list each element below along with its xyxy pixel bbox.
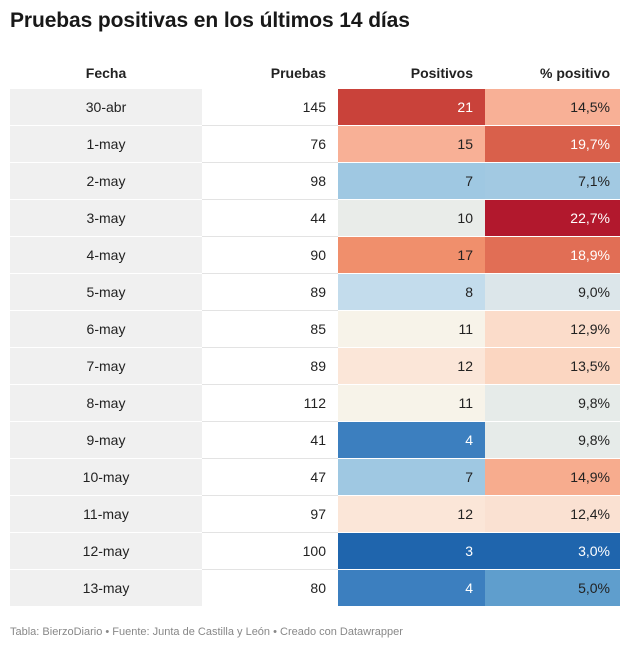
cell-positivos: 8 [338, 274, 485, 311]
cell-pct-positivo: 7,1% [485, 163, 620, 200]
cell-pct-positivo: 14,5% [485, 89, 620, 126]
cell-positivos: 15 [338, 126, 485, 163]
cell-fecha: 4-may [10, 237, 202, 274]
table-row: 7-may 89 12 13,5% [10, 348, 620, 385]
cell-pct-positivo: 9,8% [485, 385, 620, 422]
cell-pct-positivo: 18,9% [485, 237, 620, 274]
cell-pruebas: 80 [310, 580, 326, 596]
cell-fecha: 5-may [10, 274, 202, 311]
cell-fecha: 30-abr [10, 89, 202, 126]
cell-fecha: 11-may [10, 496, 202, 533]
cell-pruebas: 89 [202, 274, 338, 311]
cell-pruebas: 97 [202, 496, 338, 533]
cell-pruebas: 100 [202, 533, 338, 570]
table-row: 30-abr 145 21 14,5% [10, 89, 620, 126]
cell-pruebas: 145 [202, 89, 338, 126]
chart-title: Pruebas positivas en los últimos 14 días [10, 9, 410, 32]
table-row: 3-may 44 10 22,7% [10, 200, 620, 237]
cell-pct-positivo: 9,8% [485, 422, 620, 459]
table-row: 6-may 85 11 12,9% [10, 311, 620, 348]
cell-fecha: 13-may [10, 570, 202, 607]
cell-positivos: 21 [338, 89, 485, 126]
cell-positivos: 7 [338, 459, 485, 496]
table-row: 2-may 98 7 7,1% [10, 163, 620, 200]
cell-pruebas: 98 [202, 163, 338, 200]
cell-positivos: 12 [338, 496, 485, 533]
table-row: 10-may 47 7 14,9% [10, 459, 620, 496]
cell-positivos: 7 [338, 163, 485, 200]
table-row: 13-may 80 4 5,0% [10, 570, 620, 607]
cell-fecha: 7-may [10, 348, 202, 385]
data-table: Fecha Pruebas Positivos % positivo 30-ab… [10, 56, 620, 607]
cell-positivos: 10 [338, 200, 485, 237]
cell-pct-positivo: 3,0% [485, 533, 620, 570]
column-header-pct-positivo[interactable]: % positivo [539, 64, 610, 81]
cell-pct-positivo: 19,7% [485, 126, 620, 163]
cell-fecha: 1-may [10, 126, 202, 163]
cell-pruebas: 89 [202, 348, 338, 385]
column-header-fecha[interactable]: Fecha [85, 64, 127, 81]
cell-pruebas: 47 [202, 459, 338, 496]
cell-positivos: 4 [338, 422, 485, 459]
cell-fecha: 8-may [10, 385, 202, 422]
cell-pct-positivo: 12,4% [485, 496, 620, 533]
cell-positivos: 17 [338, 237, 485, 274]
table-row: 9-may 41 4 9,8% [10, 422, 620, 459]
cell-pct-positivo: 13,5% [485, 348, 620, 385]
column-header-pruebas[interactable]: Pruebas [270, 64, 326, 81]
cell-pct-positivo: 9,0% [485, 274, 620, 311]
cell-positivos: 3 [338, 533, 485, 570]
column-header-positivos[interactable]: Positivos [410, 64, 473, 81]
cell-pruebas: 41 [202, 422, 338, 459]
table-body: 30-abr 145 21 14,5% 1-may 76 15 19,7% 2-may 98 7 7,… [10, 89, 620, 607]
cell-positivos: 11 [338, 311, 485, 348]
cell-fecha: 3-may [10, 200, 202, 237]
cell-fecha: 2-may [10, 163, 202, 200]
cell-pruebas: 112 [202, 385, 338, 422]
cell-pruebas: 85 [202, 311, 338, 348]
table-row: 8-may 112 11 9,8% [10, 385, 620, 422]
cell-fecha: 6-may [10, 311, 202, 348]
cell-pct-positivo: 22,7% [485, 200, 620, 237]
cell-positivos: 4 [338, 570, 485, 607]
cell-fecha: 12-may [10, 533, 202, 570]
source-footer: Tabla: BierzoDiario • Fuente: Junta de C… [10, 626, 403, 638]
cell-pruebas: 76 [202, 126, 338, 163]
cell-positivos: 11 [338, 385, 485, 422]
table-row: 11-may 97 12 12,4% [10, 496, 620, 533]
cell-pruebas: 44 [202, 200, 338, 237]
cell-pct-positivo: 12,9% [485, 311, 620, 348]
cell-pruebas: 90 [202, 237, 338, 274]
table-row: 5-may 89 8 9,0% [10, 274, 620, 311]
cell-positivos: 12 [338, 348, 485, 385]
table-row: 1-may 76 15 19,7% [10, 126, 620, 163]
cell-pct-positivo: 14,9% [485, 459, 620, 496]
table-row: 4-may 90 17 18,9% [10, 237, 620, 274]
table-header: Fecha Pruebas Positivos % positivo [10, 56, 620, 89]
cell-fecha: 9-may [10, 422, 202, 459]
cell-pct-positivo: 5,0% [485, 570, 620, 607]
table-row: 12-may 100 3 3,0% [10, 533, 620, 570]
cell-fecha: 10-may [10, 459, 202, 496]
